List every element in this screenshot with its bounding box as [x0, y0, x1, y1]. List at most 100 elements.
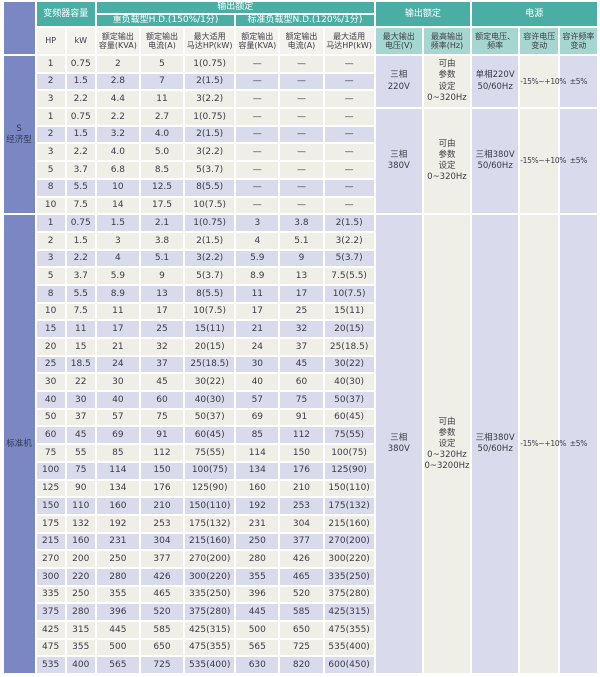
rated-voltage-frequency-cell: 三相380V 50/60Hz — [472, 215, 519, 674]
hd-motor-cell: 425(315) — [185, 622, 235, 638]
nd-kva-cell: 57 — [236, 392, 279, 408]
nd-motor-cell: 75(55) — [324, 427, 374, 444]
col-nd-current: 额定输出 电流(A) — [280, 28, 323, 54]
kw-cell: 45 — [66, 427, 95, 444]
nd-motor-cell: — — [324, 91, 374, 108]
kw-cell: 30 — [66, 392, 95, 408]
hp-cell: 30 — [36, 374, 65, 391]
hd-current-cell: 32 — [140, 339, 184, 355]
hp-cell: 5 — [36, 162, 65, 178]
hd-current-cell: 112 — [140, 445, 184, 461]
nd-motor-cell: — — [324, 162, 374, 178]
hd-motor-cell: 2(1.5) — [185, 232, 235, 249]
hd-motor-cell: 535(400) — [185, 657, 235, 674]
hd-kva-cell: 14 — [96, 197, 139, 214]
header-row-columns: HP kW 额定输出 容量(KVA) 额定输出 电流(A) 最大适用 马达HP(… — [4, 28, 597, 54]
kw-cell: 7.5 — [66, 197, 95, 214]
hd-motor-cell: 1(0.75) — [185, 215, 235, 231]
hd-motor-cell: 75(55) — [185, 445, 235, 461]
nd-kva-cell: 134 — [236, 462, 279, 479]
nd-current-cell: — — [280, 162, 323, 178]
nd-kva-cell: — — [236, 144, 279, 161]
nd-motor-cell: 25(18.5) — [324, 339, 374, 355]
nd-kva-cell: 30 — [236, 356, 279, 373]
nd-motor-cell: 15(11) — [324, 303, 374, 320]
hp-cell: 15 — [36, 321, 65, 337]
nd-motor-cell: 10(7.5) — [324, 285, 374, 302]
kw-cell: 5.5 — [66, 179, 95, 196]
nd-kva-cell: 192 — [236, 498, 279, 514]
nd-current-cell: 25 — [280, 303, 323, 320]
hd-current-cell: 304 — [140, 533, 184, 550]
hp-cell: 2 — [36, 73, 65, 90]
hd-current-cell: 725 — [140, 657, 184, 674]
hd-kva-cell: 4.0 — [96, 144, 139, 161]
hd-motor-cell: 2(1.5) — [185, 126, 235, 143]
nd-kva-cell: 355 — [236, 568, 279, 585]
nd-kva-cell: 4 — [236, 232, 279, 249]
col-hd-motor: 最大适用 马达HP(kW) — [185, 28, 235, 54]
kw-cell: 400 — [66, 657, 95, 674]
nd-motor-cell: 215(160) — [324, 515, 374, 532]
hd-motor-cell: 25(18.5) — [185, 356, 235, 373]
nd-kva-cell: — — [236, 109, 279, 125]
nd-current-cell: 650 — [280, 622, 323, 638]
table-body: S 经济型 1 0.75 2 5 1(0.75) — — — 三相 220V 可由 参数 设定 0~… — [3, 56, 597, 674]
hd-motor-cell: 175(132) — [185, 515, 235, 532]
hp-cell: 1 — [36, 109, 65, 125]
hd-current-cell: 37 — [140, 356, 184, 373]
spec-row: 150 110 160 210 150(110) 192 253 175(132) — [4, 498, 597, 514]
hd-motor-cell: 8(5.5) — [185, 179, 235, 196]
hd-motor-cell: 1(0.75) — [185, 56, 235, 72]
hd-kva-cell: 2 — [96, 56, 139, 72]
section-label: S 经济型 — [3, 56, 35, 214]
nd-current-cell: 176 — [280, 462, 323, 479]
hd-current-cell: 585 — [140, 622, 184, 638]
hd-kva-cell: 134 — [96, 480, 139, 497]
spec-row: 535 400 565 725 535(400) 630 820 600(450) — [4, 657, 597, 674]
hd-current-cell: 45 — [140, 374, 184, 391]
spec-row: 15 11 17 25 15(11) 21 32 20(15) — [4, 321, 597, 337]
spec-row: 20 15 21 32 20(15) 24 37 25(18.5) — [4, 339, 597, 355]
nd-kva-cell: 250 — [236, 533, 279, 550]
spec-row: 100 75 114 150 100(75) 134 176 125(90) — [4, 462, 597, 479]
hd-current-cell: 91 — [140, 427, 184, 444]
hd-motor-cell: 125(90) — [185, 480, 235, 497]
nd-motor-cell: 270(200) — [324, 533, 374, 550]
hp-cell: 100 — [36, 462, 65, 479]
nd-motor-cell: 300(220) — [324, 551, 374, 567]
kw-cell: 2.2 — [66, 144, 95, 161]
spec-row: 3 2.2 4.0 5.0 3(2.2) — — — — [4, 144, 597, 161]
hd-motor-cell: 60(45) — [185, 427, 235, 444]
hp-cell: 535 — [36, 657, 65, 674]
nd-motor-cell: — — [324, 109, 374, 125]
spec-row: 10 7.5 11 17 10(7.5) 17 25 15(11) — [4, 303, 597, 320]
hd-motor-cell: 3(2.2) — [185, 250, 235, 267]
spec-row: 50 37 57 75 50(37) 69 91 60(45) — [4, 409, 597, 426]
hp-cell: 1 — [36, 56, 65, 72]
nd-kva-cell: 11 — [236, 285, 279, 302]
nd-current-cell: 3.8 — [280, 215, 323, 231]
hp-cell: 215 — [36, 533, 65, 550]
hd-current-cell: 12.5 — [140, 179, 184, 196]
nd-kva-cell: 5.9 — [236, 250, 279, 267]
nd-current-cell: 5.1 — [280, 232, 323, 249]
kw-cell: 2.2 — [66, 91, 95, 108]
kw-cell: 5.5 — [66, 285, 95, 302]
frequency-tolerance-cell: ±5% — [560, 109, 597, 214]
nd-kva-cell: 24 — [236, 339, 279, 355]
spec-row: 300 220 280 426 300(220) 355 465 335(250) — [4, 568, 597, 585]
spec-row: 475 355 500 650 475(355) 565 725 535(400) — [4, 639, 597, 656]
hd-motor-cell: 50(37) — [185, 409, 235, 426]
spec-row: 335 250 355 465 335(250) 396 520 375(280) — [4, 586, 597, 603]
hd-current-cell: 426 — [140, 568, 184, 585]
frequency-tolerance-cell: ±5% — [560, 56, 597, 108]
spec-row: 10 7.5 14 17.5 10(7.5) — — — — [4, 197, 597, 214]
nd-current-cell: 112 — [280, 427, 323, 444]
hd-kva-cell: 10 — [96, 179, 139, 196]
hd-current-cell: 13 — [140, 285, 184, 302]
nd-kva-cell: 114 — [236, 445, 279, 461]
header-capacity: 变频器容量 — [36, 2, 95, 26]
header-normal-duty: 标准负载型N.D.(120%/1分) — [236, 15, 374, 26]
hd-motor-cell: 100(75) — [185, 462, 235, 479]
